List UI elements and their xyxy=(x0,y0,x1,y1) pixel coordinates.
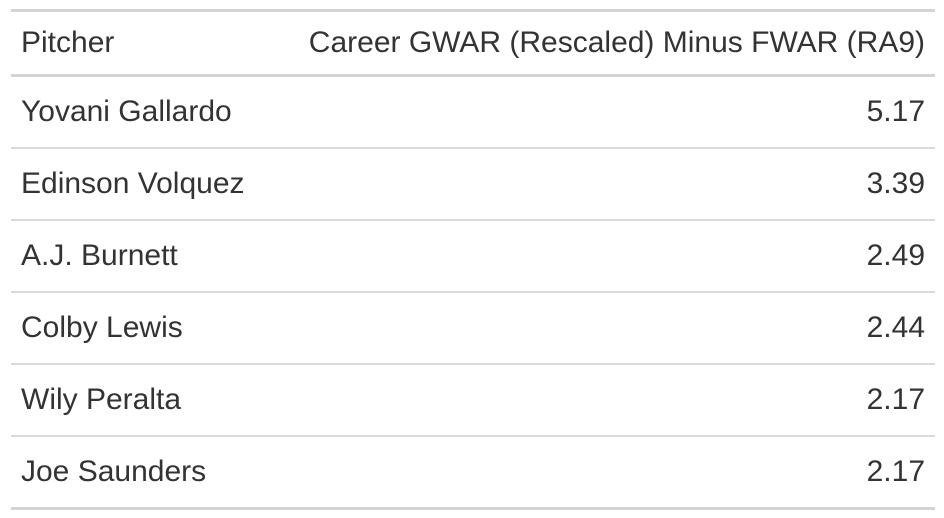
column-header-pitcher: Pitcher xyxy=(21,26,115,59)
header-row: Pitcher Career GWAR (Rescaled) Minus FWA… xyxy=(11,10,935,76)
table-header: Pitcher Career GWAR (Rescaled) Minus FWA… xyxy=(11,10,935,76)
table-row: Colby Lewis 2.44 xyxy=(11,292,935,364)
gwar-diff-cell: 5.17 xyxy=(866,95,925,128)
table-row: Joe Saunders 2.17 xyxy=(11,436,935,509)
pitcher-name-cell: Wily Peralta xyxy=(21,383,182,416)
gwar-diff-cell: 2.44 xyxy=(866,311,925,344)
data-table: Pitcher Career GWAR (Rescaled) Minus FWA… xyxy=(11,9,935,510)
table-body: Yovani Gallardo 5.17 Edinson Volquez 3.3… xyxy=(11,76,935,509)
pitcher-name-cell: Colby Lewis xyxy=(21,311,183,344)
gwar-diff-cell: 2.17 xyxy=(866,383,925,416)
gwar-diff-cell: 3.39 xyxy=(866,167,925,200)
table-row: A.J. Burnett 2.49 xyxy=(11,220,935,292)
table-row: Yovani Gallardo 5.17 xyxy=(11,76,935,148)
pitcher-name-cell: Edinson Volquez xyxy=(21,167,245,200)
column-header-gwar-minus-fwar: Career GWAR (Rescaled) Minus FWAR (RA9) xyxy=(308,26,925,59)
table-row: Wily Peralta 2.17 xyxy=(11,364,935,436)
data-table-container: Pitcher Career GWAR (Rescaled) Minus FWA… xyxy=(11,9,935,510)
table-row: Edinson Volquez 3.39 xyxy=(11,148,935,220)
pitcher-name-cell: Yovani Gallardo xyxy=(21,95,232,128)
pitcher-name-cell: Joe Saunders xyxy=(21,455,207,488)
gwar-diff-cell: 2.49 xyxy=(866,239,925,272)
pitcher-name-cell: A.J. Burnett xyxy=(21,239,178,272)
gwar-diff-cell: 2.17 xyxy=(866,455,925,488)
